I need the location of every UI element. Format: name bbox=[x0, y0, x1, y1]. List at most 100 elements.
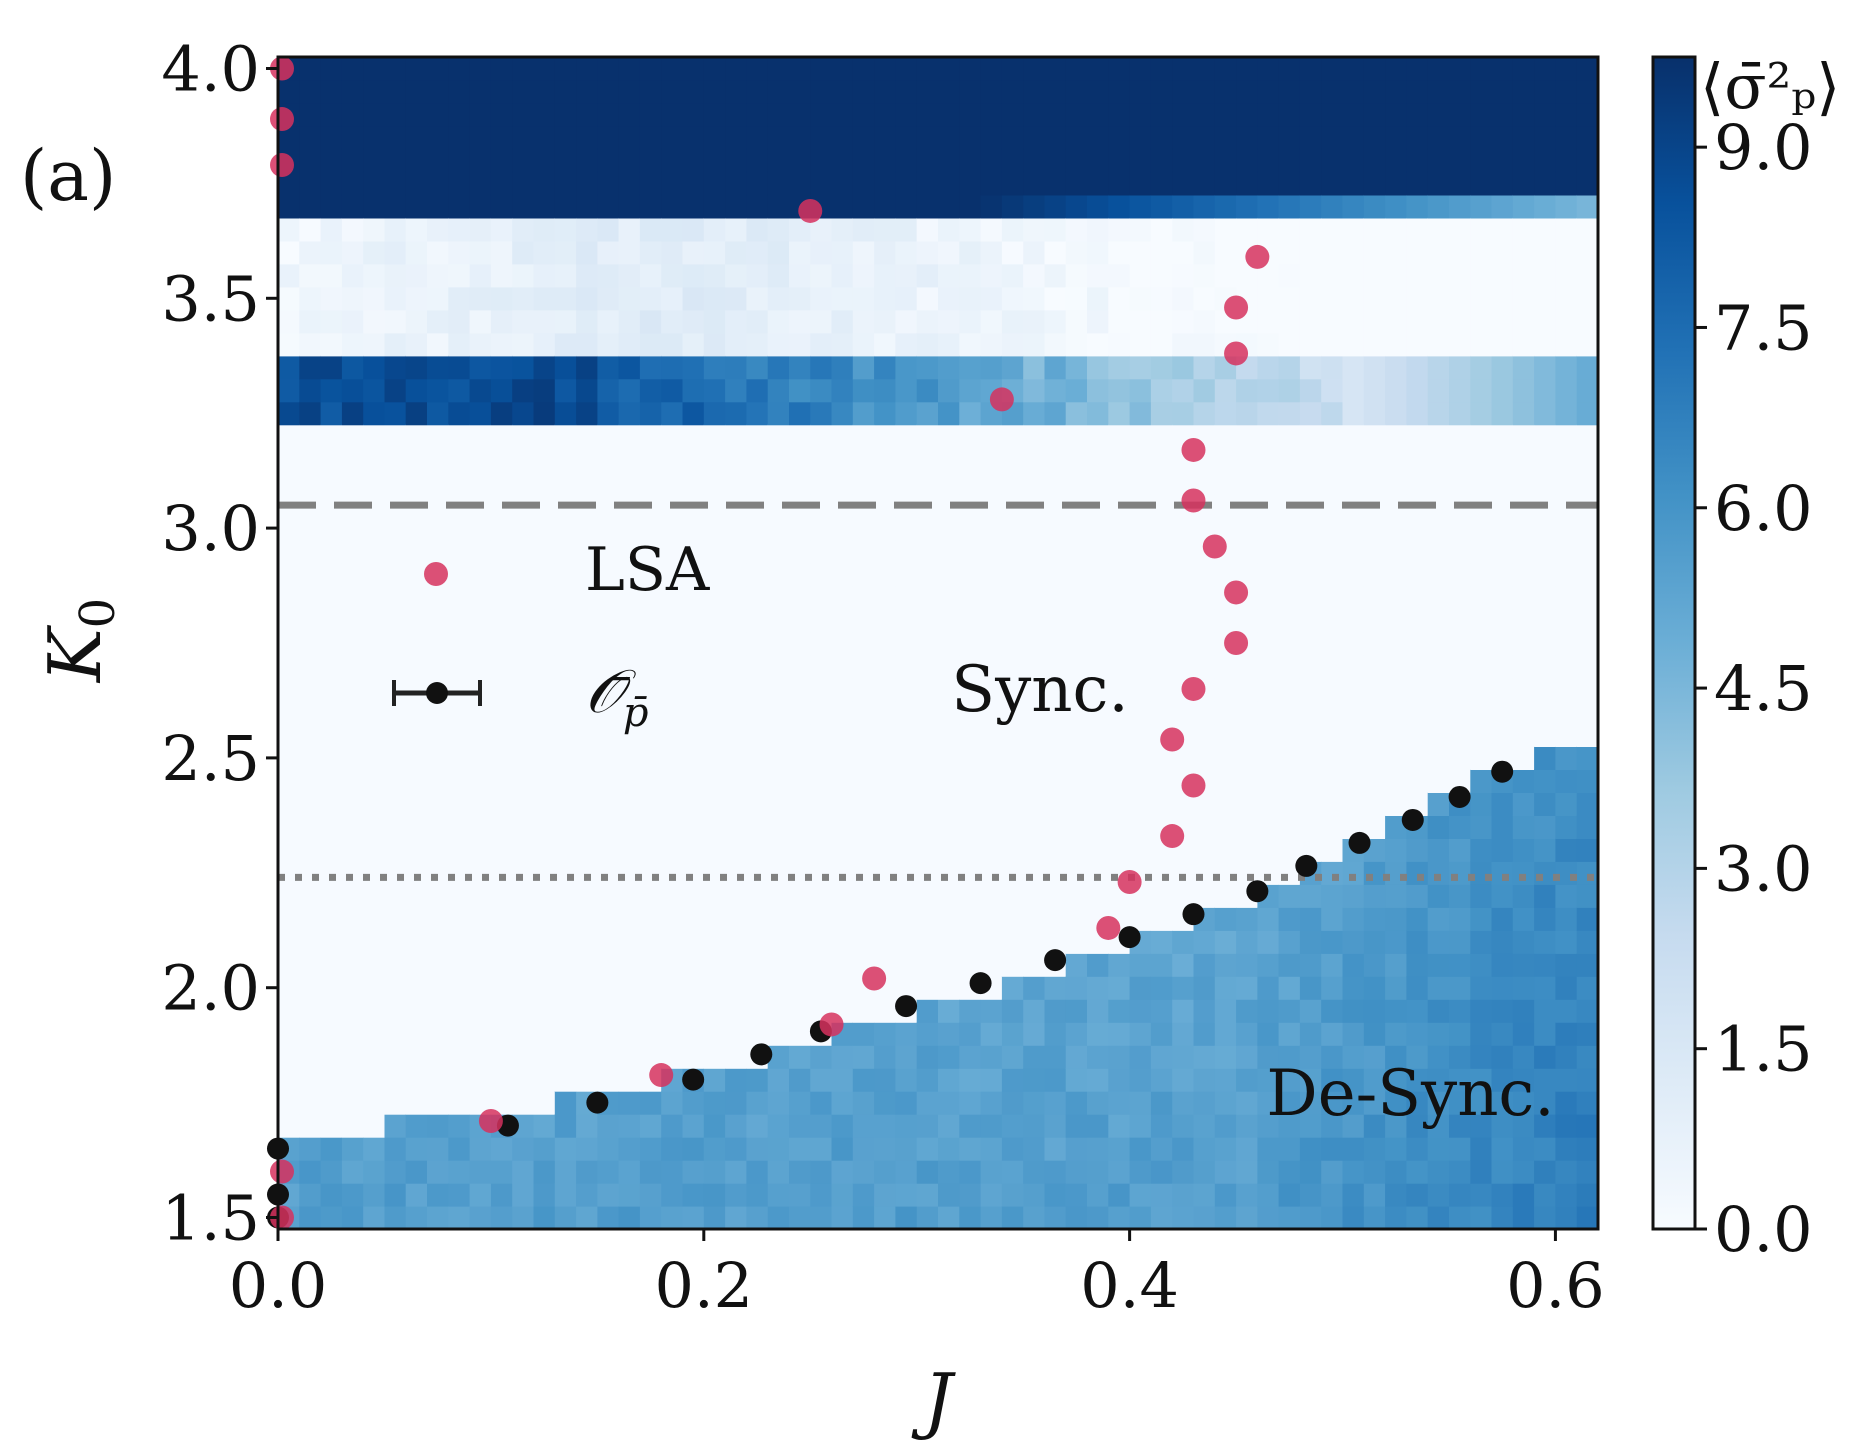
heatmap-cell bbox=[1427, 1160, 1450, 1184]
heatmap-cell bbox=[959, 263, 982, 288]
heatmap-cell bbox=[1299, 332, 1322, 357]
heatmap-cell bbox=[1257, 999, 1280, 1023]
heatmap-cell bbox=[874, 1114, 896, 1138]
heatmap-cell bbox=[1342, 148, 1365, 173]
heatmap-cell bbox=[1150, 677, 1173, 702]
heatmap-cell bbox=[1278, 286, 1301, 311]
heatmap-cell bbox=[1129, 608, 1152, 633]
heatmap-cell bbox=[1108, 838, 1131, 862]
heatmap-cell bbox=[1576, 677, 1598, 702]
heatmap-cell bbox=[299, 378, 322, 403]
heatmap-cell bbox=[427, 80, 449, 104]
heatmap-cell bbox=[1150, 171, 1173, 196]
heatmap-cell bbox=[789, 57, 811, 58]
heatmap-cell bbox=[1449, 585, 1471, 610]
heatmap-cell bbox=[1406, 631, 1429, 656]
heatmap-cell bbox=[1108, 723, 1131, 747]
heatmap-cell bbox=[1576, 838, 1598, 862]
heatmap-cell bbox=[1236, 677, 1258, 702]
heatmap-cell bbox=[278, 930, 300, 954]
heatmap-cell bbox=[1512, 1206, 1535, 1229]
heatmap-cell bbox=[1555, 838, 1578, 862]
heatmap-cell bbox=[661, 401, 684, 426]
heatmap-cell bbox=[1001, 148, 1024, 173]
heatmap-cell bbox=[746, 976, 769, 1000]
heatmap-cell bbox=[682, 953, 705, 977]
heatmap-cell bbox=[363, 585, 386, 610]
heatmap-cell bbox=[789, 516, 811, 541]
heatmap-cell bbox=[1555, 608, 1578, 633]
heatmap-cell bbox=[1065, 240, 1088, 265]
heatmap-cell bbox=[341, 171, 364, 196]
heatmap-cell bbox=[490, 654, 513, 679]
heatmap-cell bbox=[767, 80, 790, 104]
heatmap-cell bbox=[1129, 240, 1152, 265]
heatmap-cell bbox=[512, 171, 535, 196]
heatmap-cell bbox=[618, 1045, 641, 1069]
heatmap-cell bbox=[490, 1068, 513, 1092]
heatmap-cell bbox=[554, 838, 577, 862]
heatmap-cell bbox=[725, 838, 747, 862]
heatmap-cell bbox=[1150, 1160, 1173, 1184]
heatmap-cell bbox=[938, 103, 960, 127]
heatmap-cell bbox=[1129, 585, 1152, 610]
heatmap-cell bbox=[1129, 286, 1152, 311]
heatmap-cell bbox=[1023, 470, 1046, 495]
heatmap-cell bbox=[1299, 746, 1322, 770]
heatmap-cell bbox=[597, 378, 620, 403]
heatmap-cell bbox=[1129, 562, 1152, 587]
heatmap-cell bbox=[576, 171, 598, 196]
heatmap-cell bbox=[1044, 585, 1067, 610]
heatmap-cell bbox=[384, 861, 407, 885]
heatmap-cell bbox=[1534, 470, 1556, 495]
heatmap-cell bbox=[1363, 309, 1386, 334]
heatmap-cell bbox=[1001, 332, 1024, 357]
heatmap-cell bbox=[1214, 148, 1237, 173]
heatmap-cell bbox=[1342, 309, 1365, 334]
heatmap-cell bbox=[789, 838, 811, 862]
heatmap-cell bbox=[916, 769, 939, 793]
lsa-point bbox=[1202, 534, 1227, 559]
heatmap-cell bbox=[1214, 1137, 1237, 1161]
heatmap-cell bbox=[703, 447, 726, 472]
heatmap-cell bbox=[1534, 792, 1556, 816]
heatmap-cell bbox=[916, 240, 939, 265]
heatmap-cell bbox=[1598, 471, 1620, 495]
heatmap-cell bbox=[1023, 263, 1046, 288]
heatmap-cell bbox=[810, 447, 833, 472]
heatmap-cell bbox=[320, 263, 343, 288]
heatmap-cell bbox=[490, 746, 513, 770]
heatmap-cell bbox=[810, 263, 833, 288]
heatmap-cell bbox=[810, 976, 833, 1000]
heatmap-cell bbox=[874, 286, 896, 311]
heatmap-cell bbox=[1534, 838, 1556, 862]
heatmap-cell bbox=[1449, 930, 1471, 954]
heatmap-cell bbox=[1555, 80, 1578, 104]
heatmap-cell bbox=[1236, 746, 1258, 770]
heatmap-cell bbox=[1576, 447, 1598, 472]
heatmap-cell bbox=[1534, 171, 1556, 196]
heatmap-cell bbox=[1023, 907, 1046, 931]
heatmap-cell bbox=[1150, 240, 1173, 265]
heatmap-cell bbox=[789, 884, 811, 908]
heatmap-cell bbox=[639, 217, 662, 242]
heatmap-cell bbox=[639, 1114, 662, 1138]
heatmap-cell bbox=[320, 401, 343, 426]
heatmap-cell bbox=[490, 1091, 513, 1115]
heatmap-cell bbox=[639, 424, 662, 449]
heatmap-cell bbox=[1598, 172, 1620, 196]
heatmap-cell bbox=[1172, 470, 1195, 495]
heatmap-cell bbox=[1491, 1068, 1514, 1092]
heatmap-cell bbox=[895, 194, 918, 219]
heatmap-cell bbox=[363, 746, 386, 770]
heatmap-cell bbox=[1321, 125, 1344, 150]
heatmap-cell bbox=[1150, 1068, 1173, 1092]
heatmap-cell bbox=[725, 217, 747, 242]
heatmap-cell bbox=[448, 424, 471, 449]
heatmap-cell bbox=[1427, 976, 1450, 1000]
heatmap-cell bbox=[831, 171, 854, 196]
heatmap-cell bbox=[789, 677, 811, 702]
heatmap-cell bbox=[1108, 171, 1131, 196]
heatmap-cell bbox=[363, 1068, 386, 1092]
heatmap-cell bbox=[405, 332, 428, 357]
